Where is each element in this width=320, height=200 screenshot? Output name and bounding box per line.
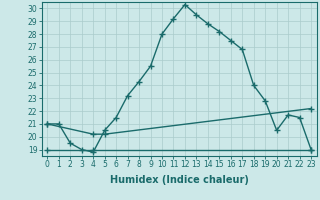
- X-axis label: Humidex (Indice chaleur): Humidex (Indice chaleur): [110, 175, 249, 185]
